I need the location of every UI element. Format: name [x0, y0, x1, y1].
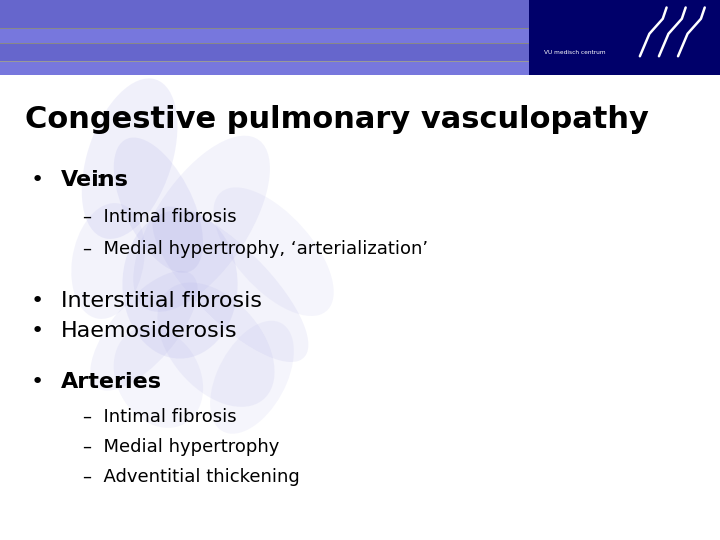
Text: –  Intimal fibrosis: – Intimal fibrosis: [83, 408, 236, 426]
Text: :: :: [116, 372, 123, 392]
Ellipse shape: [114, 138, 203, 273]
Ellipse shape: [133, 136, 270, 312]
Ellipse shape: [71, 203, 145, 319]
Bar: [0, 44, 529, 60]
Text: Veins: Veins: [61, 170, 129, 190]
Ellipse shape: [114, 327, 203, 428]
Bar: [0, 60, 529, 62]
Text: :: :: [95, 170, 103, 190]
Ellipse shape: [210, 321, 294, 434]
Ellipse shape: [90, 271, 198, 390]
Text: Haemosiderosis: Haemosiderosis: [61, 321, 238, 341]
Text: Congestive pulmonary vasculopathy: Congestive pulmonary vasculopathy: [25, 105, 649, 134]
Text: –  Adventitial thickening: – Adventitial thickening: [83, 468, 300, 486]
Ellipse shape: [213, 187, 334, 316]
Ellipse shape: [158, 282, 274, 407]
Ellipse shape: [153, 206, 308, 362]
Bar: [0, 0, 529, 28]
Ellipse shape: [122, 210, 238, 359]
Text: –  Medial hypertrophy: – Medial hypertrophy: [83, 438, 279, 456]
Text: •: •: [30, 372, 43, 392]
Text: Interstitial fibrosis: Interstitial fibrosis: [61, 291, 262, 310]
Text: –  Intimal fibrosis: – Intimal fibrosis: [83, 208, 236, 226]
Text: –  Medial hypertrophy, ‘arterialization’: – Medial hypertrophy, ‘arterialization’: [83, 240, 428, 258]
Text: •: •: [30, 321, 43, 341]
Bar: [0, 28, 529, 29]
Ellipse shape: [82, 78, 177, 239]
Bar: [0, 29, 529, 43]
Bar: [0, 43, 529, 44]
Text: •: •: [30, 291, 43, 310]
Text: •: •: [30, 170, 43, 190]
Text: VU medisch centrum: VU medisch centrum: [544, 50, 606, 55]
Text: Arteries: Arteries: [61, 372, 162, 392]
Bar: [0, 62, 529, 75]
